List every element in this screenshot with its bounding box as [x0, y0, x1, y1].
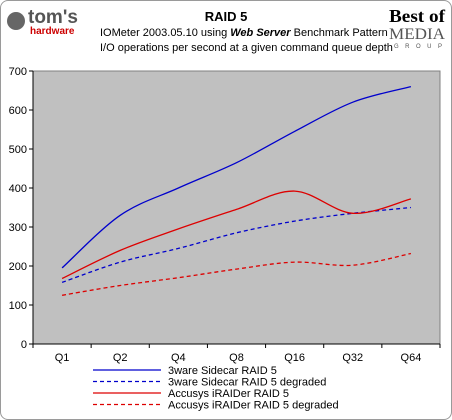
toms-logo-circle: [7, 12, 25, 30]
toms-logo-bottom-text: hardware: [30, 26, 75, 37]
bestof-logo-bottom-text: GROUP: [394, 44, 442, 50]
subtitle-part1: IOMeter 2003.05.10 using: [100, 27, 231, 39]
x-tick-label: Q32: [342, 352, 363, 364]
y-tick-label: 100: [9, 300, 27, 312]
x-tick-label: Q16: [284, 352, 305, 364]
x-tick-label: Q64: [401, 352, 422, 364]
chart-subtitle-2: I/O operations per second at a given com…: [100, 42, 393, 54]
legend-label-4: Accusys iRAIDer RAID 5 degraded: [168, 400, 339, 412]
legend-label-2: 3ware Sidecar RAID 5 degraded: [168, 377, 326, 389]
legend-label-1: 3ware Sidecar RAID 5: [168, 365, 277, 377]
bestof-logo-middle-text: MEDIA: [389, 26, 445, 43]
y-tick-label: 700: [9, 66, 27, 78]
x-tick-label: Q1: [55, 352, 70, 364]
y-tick-label: 0: [21, 339, 27, 351]
y-tick-label: 200: [9, 261, 27, 273]
bestofmedia-logo: Best of MEDIA GROUP: [389, 6, 446, 50]
y-tick-label: 300: [9, 222, 27, 234]
chart-title: RAID 5: [204, 9, 248, 24]
series-line-4: [61, 252, 412, 296]
bestof-logo-top-text: Best of: [389, 6, 446, 26]
legend-label-3: Accusys iRAIDer RAID 5: [168, 388, 289, 400]
toms-logo-top-text: tom's: [28, 7, 78, 28]
y-tick-label: 600: [9, 105, 27, 117]
subtitle-emphasis: Web Server: [230, 27, 291, 39]
series-line-1: [61, 85, 412, 269]
y-tick-label: 400: [9, 183, 27, 195]
y-tick-label: 500: [9, 144, 27, 156]
chart-subtitle: IOMeter 2003.05.10 using Web Server Benc…: [100, 27, 388, 39]
x-tick-label: Q4: [171, 352, 186, 364]
series-line-3: [61, 190, 412, 280]
x-tick-label: Q2: [113, 352, 128, 364]
plot-area: [32, 70, 441, 345]
subtitle-part2: Benchmark Pattern: [290, 27, 388, 39]
x-tick-label: Q8: [229, 352, 244, 364]
toms-hardware-logo: tom's hardware: [7, 7, 78, 37]
